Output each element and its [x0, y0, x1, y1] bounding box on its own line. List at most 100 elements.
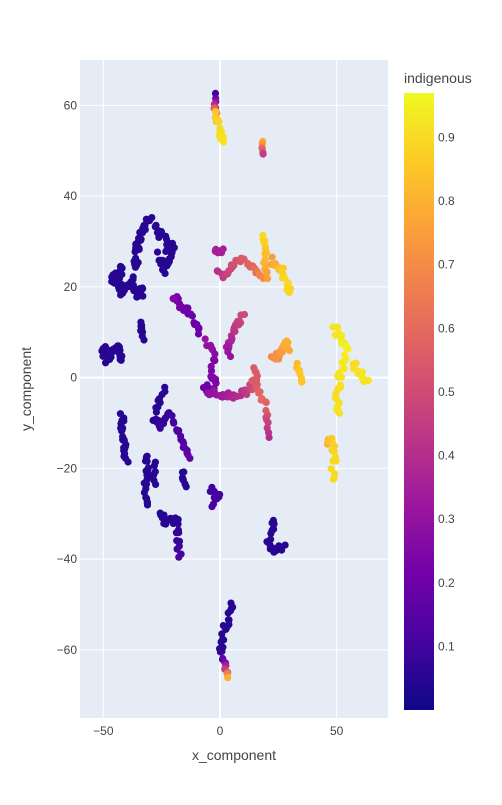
data-point [138, 229, 147, 237]
data-point [153, 248, 162, 256]
data-point [212, 108, 220, 116]
data-point [152, 480, 160, 488]
data-point [284, 338, 292, 346]
data-point [211, 350, 219, 358]
colorbar-tick-labels: 0.1 0.2 0.3 0.4 0.5 0.6 0.7 0.8 0.9 [438, 131, 455, 654]
data-point [329, 457, 337, 465]
x-tick-labels: −50 0 50 [93, 724, 344, 738]
data-point [131, 248, 139, 256]
colorbar-tick-label: 0.9 [438, 131, 455, 145]
data-point [194, 330, 203, 338]
data-point [285, 347, 294, 355]
data-point [287, 285, 295, 293]
data-point [334, 323, 342, 331]
data-point [118, 417, 126, 425]
data-point [215, 118, 223, 126]
y-axis-title: y_component [18, 347, 34, 431]
data-point [219, 635, 227, 643]
data-point [237, 311, 245, 319]
colorbar [404, 93, 434, 710]
data-point [211, 378, 219, 386]
data-point [174, 520, 182, 528]
data-point [114, 343, 122, 351]
data-point [173, 537, 181, 545]
data-points [98, 89, 373, 682]
y-tick-label: 60 [64, 98, 78, 112]
colorbar-tick-label: 0.8 [438, 194, 455, 208]
data-point [230, 326, 238, 334]
data-point [284, 279, 292, 287]
data-point [143, 457, 151, 465]
data-point [142, 215, 150, 223]
data-point [259, 150, 267, 158]
data-point [139, 292, 147, 300]
data-point [152, 408, 160, 416]
data-point [352, 359, 360, 367]
data-point [161, 269, 169, 278]
data-point [226, 352, 235, 361]
data-point [168, 412, 176, 420]
data-point [175, 553, 183, 561]
y-tick-label: 0 [70, 371, 77, 385]
data-point [278, 546, 286, 554]
x-tick-label: 50 [330, 724, 344, 738]
data-point [267, 529, 275, 538]
data-point [199, 384, 208, 392]
data-point [195, 324, 203, 332]
data-point [117, 356, 125, 364]
data-point [344, 345, 352, 353]
data-point [124, 458, 132, 466]
data-point [224, 609, 232, 617]
data-point [332, 390, 340, 398]
y-tick-label: 20 [64, 280, 78, 294]
y-tick-label: −40 [57, 552, 78, 566]
data-point [224, 674, 232, 682]
data-point [364, 376, 373, 384]
data-point [213, 495, 221, 503]
data-point [263, 275, 272, 283]
data-point [219, 138, 228, 146]
data-point [333, 406, 341, 414]
data-point [339, 359, 347, 367]
data-point [178, 468, 187, 476]
data-point [186, 454, 194, 462]
data-point [138, 284, 146, 292]
y-tick-labels: 60 40 20 0 −20 −40 −60 [57, 98, 78, 657]
colorbar-tick-label: 0.7 [438, 258, 455, 272]
y-tick-label: −60 [57, 643, 78, 657]
colorbar-title: indigenous [404, 70, 472, 86]
y-tick-label: 40 [64, 189, 78, 203]
data-point [208, 503, 216, 511]
colorbar-tick-label: 0.1 [438, 639, 455, 653]
y-tick-label: −20 [57, 461, 78, 475]
data-point [150, 471, 158, 479]
data-point [219, 245, 227, 253]
data-point [175, 529, 183, 537]
colorbar-tick-label: 0.6 [438, 321, 455, 335]
colorbar-tick-label: 0.3 [438, 512, 455, 526]
data-point [99, 345, 107, 353]
colorbar-tick-label: 0.4 [438, 449, 455, 463]
data-point [188, 312, 196, 320]
data-point [184, 304, 192, 312]
data-point [218, 630, 226, 638]
data-point [263, 268, 271, 276]
data-point [332, 395, 341, 403]
data-point [143, 499, 151, 507]
colorbar-tick-label: 0.2 [438, 576, 455, 590]
data-point [255, 389, 263, 397]
data-point [211, 357, 219, 365]
data-point [268, 253, 276, 261]
data-point [358, 368, 366, 376]
data-point [120, 282, 128, 290]
data-point [217, 128, 225, 136]
data-point [207, 367, 216, 375]
data-point [261, 250, 269, 258]
data-point [334, 373, 342, 381]
data-point [150, 462, 158, 470]
data-point [170, 419, 178, 427]
data-point [216, 648, 224, 656]
data-point [265, 433, 273, 442]
x-axis-title: x_component [192, 747, 276, 763]
colorbar-tick-label: 0.5 [438, 385, 455, 399]
